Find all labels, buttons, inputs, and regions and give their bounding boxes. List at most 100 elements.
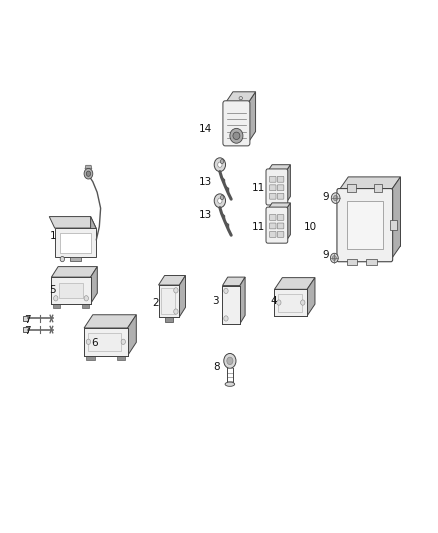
Polygon shape — [51, 277, 91, 304]
Polygon shape — [347, 184, 356, 192]
Polygon shape — [159, 285, 180, 317]
Text: 7: 7 — [24, 314, 31, 325]
Ellipse shape — [225, 382, 235, 386]
Polygon shape — [88, 333, 121, 351]
Circle shape — [60, 256, 64, 262]
Circle shape — [86, 171, 91, 176]
Circle shape — [333, 196, 338, 201]
Text: 9: 9 — [322, 250, 329, 260]
Polygon shape — [51, 266, 97, 277]
Text: 10: 10 — [304, 222, 317, 232]
FancyBboxPatch shape — [266, 169, 288, 205]
Polygon shape — [86, 356, 95, 360]
Circle shape — [224, 288, 228, 294]
Polygon shape — [60, 233, 91, 253]
FancyBboxPatch shape — [269, 231, 276, 237]
Polygon shape — [91, 266, 97, 304]
FancyBboxPatch shape — [277, 215, 284, 220]
Polygon shape — [240, 277, 245, 324]
FancyBboxPatch shape — [266, 207, 288, 243]
Circle shape — [220, 159, 224, 164]
Polygon shape — [248, 92, 255, 143]
Polygon shape — [275, 289, 307, 316]
Bar — [346, 201, 383, 249]
Circle shape — [227, 357, 233, 365]
Polygon shape — [55, 228, 96, 257]
Polygon shape — [374, 184, 382, 192]
Ellipse shape — [233, 132, 240, 140]
Polygon shape — [49, 216, 96, 228]
Polygon shape — [268, 203, 290, 209]
Circle shape — [331, 193, 340, 204]
Circle shape — [224, 316, 228, 321]
FancyBboxPatch shape — [277, 193, 284, 199]
Polygon shape — [339, 177, 400, 191]
Circle shape — [174, 309, 178, 314]
Polygon shape — [286, 203, 290, 241]
Polygon shape — [82, 304, 89, 308]
FancyBboxPatch shape — [269, 185, 276, 191]
Circle shape — [53, 296, 58, 301]
Text: 11: 11 — [251, 222, 265, 232]
Text: 9: 9 — [322, 191, 329, 201]
Polygon shape — [225, 92, 255, 103]
Circle shape — [224, 353, 236, 368]
Polygon shape — [348, 177, 400, 246]
Circle shape — [300, 300, 305, 305]
Polygon shape — [161, 288, 175, 314]
Text: 8: 8 — [213, 362, 220, 372]
Text: 11: 11 — [251, 183, 265, 193]
Bar — [23, 327, 28, 332]
Polygon shape — [127, 315, 136, 356]
Polygon shape — [307, 278, 315, 316]
FancyBboxPatch shape — [277, 185, 284, 191]
Polygon shape — [286, 165, 290, 203]
Polygon shape — [159, 276, 185, 285]
FancyBboxPatch shape — [223, 101, 250, 146]
Polygon shape — [180, 276, 185, 317]
Polygon shape — [70, 257, 81, 261]
Circle shape — [220, 196, 224, 200]
Circle shape — [174, 288, 178, 293]
Polygon shape — [275, 278, 315, 289]
FancyBboxPatch shape — [269, 193, 276, 199]
Text: 13: 13 — [198, 176, 212, 187]
Text: 14: 14 — [198, 124, 212, 134]
Text: 5: 5 — [49, 285, 56, 295]
Circle shape — [218, 162, 222, 167]
Polygon shape — [223, 277, 245, 286]
Polygon shape — [223, 286, 240, 324]
Bar — [23, 316, 28, 321]
FancyBboxPatch shape — [269, 176, 276, 182]
Polygon shape — [53, 304, 60, 308]
Circle shape — [84, 168, 93, 179]
Ellipse shape — [230, 128, 243, 143]
Text: 4: 4 — [270, 296, 277, 306]
Ellipse shape — [239, 96, 243, 100]
Circle shape — [84, 296, 88, 301]
Polygon shape — [366, 259, 377, 265]
Polygon shape — [390, 220, 397, 230]
Polygon shape — [85, 165, 92, 169]
FancyBboxPatch shape — [277, 231, 284, 237]
Circle shape — [330, 253, 338, 263]
Circle shape — [332, 256, 336, 261]
Text: 2: 2 — [152, 297, 159, 308]
FancyBboxPatch shape — [269, 223, 276, 229]
Circle shape — [214, 194, 226, 208]
Text: 3: 3 — [212, 296, 219, 306]
FancyBboxPatch shape — [277, 223, 284, 229]
Polygon shape — [165, 317, 173, 322]
Polygon shape — [278, 294, 302, 312]
FancyBboxPatch shape — [269, 215, 276, 220]
Polygon shape — [84, 328, 127, 356]
Circle shape — [277, 300, 281, 305]
Polygon shape — [268, 165, 290, 171]
Circle shape — [214, 158, 226, 172]
Polygon shape — [59, 283, 83, 297]
Polygon shape — [346, 259, 357, 265]
Text: 6: 6 — [92, 338, 98, 348]
Polygon shape — [391, 177, 400, 260]
Text: 1: 1 — [49, 231, 56, 241]
Text: 7: 7 — [24, 326, 31, 336]
